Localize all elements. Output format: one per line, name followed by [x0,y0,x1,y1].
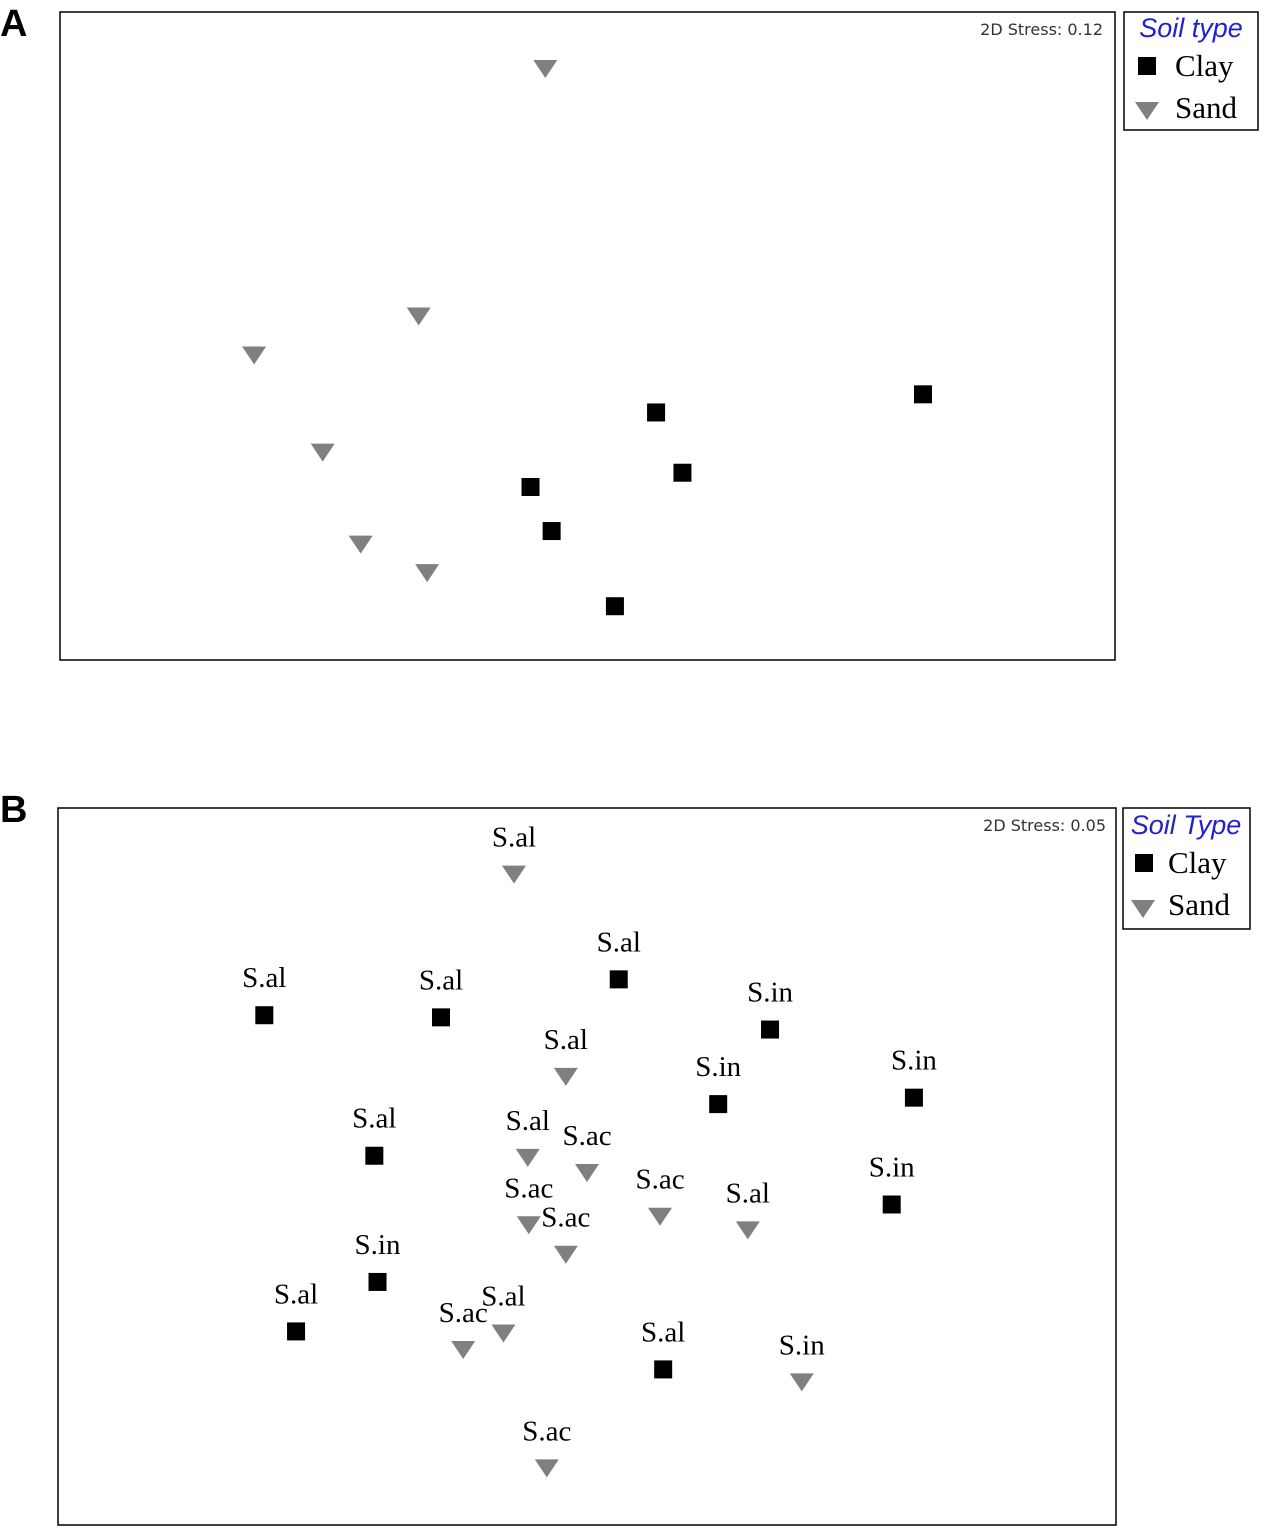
panel-b-clay-point-label-11: S.al [641,1316,685,1348]
panel-b-sand-point-label-4: S.ac [562,1120,611,1152]
panel-a-legend: Soil type Clay Sand [1123,11,1259,131]
panel-b-legend-sand-label: Sand [1168,887,1231,922]
panel-b-sand-point-label-10: S.ac [439,1297,488,1329]
panel-b-sand-point-12 [534,1459,559,1478]
panel-b-sand-point-2 [553,1067,578,1086]
panel-b-sand-point-11 [789,1373,814,1392]
panel-b-clay-point-5 [709,1095,728,1114]
panel-a-legend-sand-label: Sand [1175,90,1238,125]
panel-b-sand-point-3 [515,1148,540,1167]
panel-b-clay-point-3 [609,970,628,989]
panel-b-sand-point-10 [451,1341,476,1360]
panel-a-sand-point-1 [533,60,558,79]
panel-a-clay-point-2 [647,403,666,422]
panel-b-points: S.al S.al S.al S.in S.in S.in S.al S.in S.in S.al… [242,822,937,1478]
panel-a-sand-point-2 [406,307,431,326]
panel-b-clay-point-label-6: S.in [891,1045,937,1077]
panel-a-legend-title: Soil type [1139,13,1243,43]
panel-b-legend: Soil Type Clay Sand [1122,807,1251,930]
panel-a-legend-sand-marker [1135,102,1159,120]
panel-b-sand-point-label-1: S.al [492,822,536,854]
panel-a-legend-clay-marker [1138,57,1156,75]
panel-a-plot-frame [59,11,1116,661]
panel-a-points [242,60,932,616]
panel-b-legend-title: Soil Type [1131,810,1242,840]
panel-b-clay-point-label-8: S.in [869,1152,915,1184]
panel-b-clay-point-label-1: S.al [242,962,286,994]
panel-a-sand-point-3 [242,346,267,365]
panel-b-sand-point-label-3: S.al [506,1105,550,1137]
panel-b-legend-clay-label: Clay [1168,845,1227,880]
panel-b-clay-point-label-3: S.al [597,926,641,958]
panel-b-clay-point-6 [904,1088,923,1107]
panel-a-sand-point-4 [310,443,335,462]
panel-b-clay-point-11 [654,1360,673,1379]
panel-b-clay-point-1 [255,1006,274,1025]
panel-b-sand-point-label-7: S.ac [635,1164,684,1196]
panel-b-clay-point-10 [287,1322,306,1341]
panel-b-sand-point-label-6: S.ac [541,1202,590,1234]
panel-b-clay-point-4 [761,1020,780,1039]
panel-b-clay-point-label-4: S.in [747,977,793,1009]
panel-a-letter: A [0,3,27,45]
panel-b-sand-point-label-2: S.al [544,1024,588,1056]
panel-b-clay-point-label-2: S.al [419,964,463,996]
panel-b-sand-point-label-11: S.in [779,1329,825,1361]
panel-b-clay-point-9 [368,1272,387,1291]
panel-b-sand-point-4 [575,1163,599,1182]
panel-b-letter: B [0,789,27,831]
panel-b-legend-sand-marker [1131,900,1155,918]
panel-b-sand-point-7 [648,1207,673,1226]
panel-b-sand-point-label-5: S.ac [504,1172,553,1204]
panel-b-clay-point-label-9: S.in [355,1229,401,1261]
panel-b-sand-point-1 [501,865,526,884]
panel-b-sand-point-8 [735,1221,760,1240]
panel-a-clay-point-4 [521,477,540,496]
panel-b-sand-point-label-12: S.ac [522,1415,571,1447]
panel-b: B 2D Stress: 0.05 S.al S.alS.alS.inS.in S.… [0,789,1251,1526]
panel-a-sand-point-5 [348,535,373,554]
panel-b-clay-point-8 [882,1195,901,1214]
panel-b-clay-point-label-5: S.in [695,1051,741,1083]
panel-b-clay-point-2 [431,1008,450,1027]
panel-b-clay-point-7 [365,1146,384,1165]
panel-a-sand-point-6 [415,564,440,583]
panel-b-plot-frame [57,807,1117,1526]
panel-b-stress-label: 2D Stress: 0.05 [983,816,1106,835]
panel-b-sand-point-5 [516,1216,541,1235]
panel-b-clay-point-label-10: S.al [274,1278,318,1310]
panel-b-sand-point-label-9: S.al [481,1281,525,1313]
panel-a-clay-point-5 [542,522,561,541]
panel-b-sand-point-9 [491,1324,516,1343]
panel-a-clay-point-1 [913,385,932,404]
panel-b-legend-clay-marker [1135,854,1153,872]
panel-a-clay-point-6 [605,597,624,616]
panel-a-stress-label: 2D Stress: 0.12 [980,20,1103,39]
panel-b-sand-point-6 [553,1245,578,1264]
panel-b-sand-point-label-8: S.al [726,1177,770,1209]
panel-b-clay-point-label-7: S.al [352,1103,396,1135]
panel-a: A 2D Stress: 0.12 Soil type Clay Sand [0,3,1259,661]
panel-a-legend-clay-label: Clay [1175,48,1234,83]
panel-a-clay-point-3 [673,463,692,482]
